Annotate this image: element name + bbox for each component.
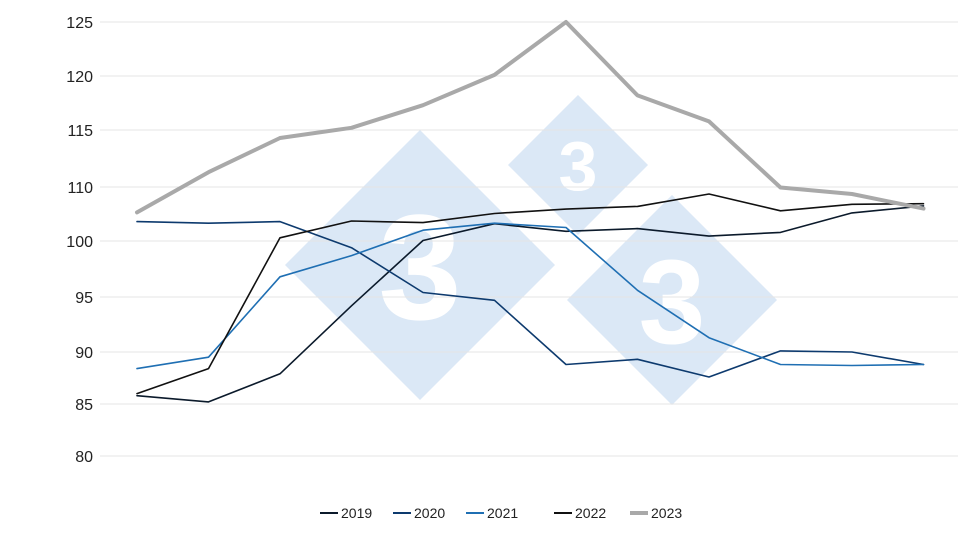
y-tick-label: 125 xyxy=(66,15,93,32)
legend-label-2022: 2022 xyxy=(575,505,606,521)
legend-label-2020: 2020 xyxy=(414,505,445,521)
y-tick-label: 110 xyxy=(67,180,93,197)
y-tick-label: 80 xyxy=(75,449,93,466)
y-tick-label: 115 xyxy=(67,123,93,140)
watermark-logo: 333 xyxy=(285,95,777,405)
y-tick-label: 95 xyxy=(75,290,93,307)
series-line-2019 xyxy=(136,205,925,403)
y-tick-label: 90 xyxy=(75,345,93,362)
watermark-digit: 3 xyxy=(639,235,706,369)
series-line-2022 xyxy=(136,193,925,395)
y-axis-tick-labels: 80 85 90 95 100 110 115 120 125 xyxy=(66,15,93,466)
series-line-2021 xyxy=(136,222,925,370)
series-line-2020 xyxy=(136,220,925,378)
watermark-digit: 3 xyxy=(559,127,598,205)
y-gridlines xyxy=(100,21,958,457)
y-tick-label: 100 xyxy=(66,234,93,251)
legend: 2019 2020 2021 2022 2023 xyxy=(320,505,682,521)
watermark-digit: 3 xyxy=(378,183,461,351)
series-line-2023 xyxy=(135,20,926,215)
legend-label-2023: 2023 xyxy=(651,505,682,521)
legend-label-2021: 2021 xyxy=(487,505,518,521)
legend-label-2019: 2019 xyxy=(341,505,372,521)
y-tick-label: 120 xyxy=(66,69,93,86)
y-tick-label: 85 xyxy=(75,397,93,414)
watermark-diamond xyxy=(285,130,555,400)
series-lines xyxy=(135,20,926,403)
